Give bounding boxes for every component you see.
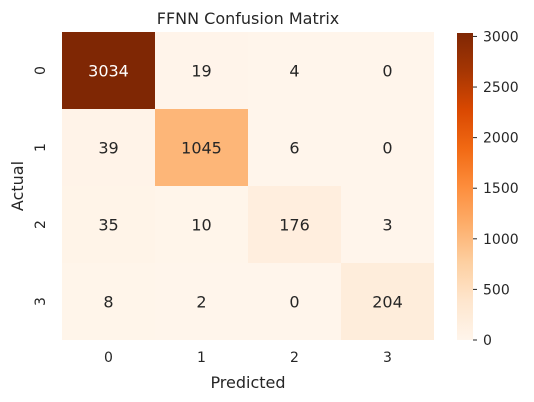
x-tick-label: 3: [383, 350, 392, 366]
heatmap-cell: [248, 263, 341, 340]
colorbar: [457, 33, 473, 340]
heatmap-cell: [155, 109, 248, 186]
heatmap-cell: [341, 186, 434, 263]
cell-value-label: 0: [289, 293, 299, 312]
cell-value-label: 3034: [88, 62, 129, 81]
heatmap-cell: [341, 32, 434, 109]
cell-value-label: 6: [289, 139, 299, 158]
heatmap-cell-labels: 3034 19 4 039 1045 6 035 10 176 38 2 0 204: [88, 62, 403, 312]
x-tick-label: 2: [290, 350, 299, 366]
cell-value-label: 3: [382, 216, 392, 235]
cell-value-label: 39: [98, 139, 118, 158]
y-tick-label: 2: [33, 220, 49, 229]
heatmap-cell: [155, 32, 248, 109]
heatmap-cell: [62, 186, 155, 263]
x-axis-ticks: 0 1 2 3: [104, 350, 392, 366]
cell-value-label: 8: [103, 293, 113, 312]
x-axis-label: Predicted: [210, 373, 285, 392]
heatmap-cell: [62, 263, 155, 340]
colorbar-ticks: 0 500 1000 1500 2000 2500 3000: [473, 29, 519, 349]
colorbar-tick-label: 3000: [483, 29, 519, 45]
heatmap-cell: [248, 109, 341, 186]
y-tick-label: 0: [33, 66, 49, 75]
colorbar-tick-label: 2000: [483, 131, 519, 147]
cell-value-label: 4: [289, 62, 299, 81]
heatmap-cell: [155, 263, 248, 340]
cell-value-label: 35: [98, 216, 118, 235]
heatmap-cell: [341, 109, 434, 186]
colorbar-tick-label: 1500: [483, 181, 519, 197]
cell-value-label: 2: [196, 293, 206, 312]
heatmap-cells: [62, 32, 434, 340]
heatmap-cell: [62, 109, 155, 186]
chart-title: FFNN Confusion Matrix: [157, 9, 339, 28]
cell-value-label: 176: [279, 216, 310, 235]
x-tick-label: 0: [104, 350, 113, 366]
heatmap-cell: [248, 32, 341, 109]
colorbar-tick-label: 0: [483, 333, 492, 349]
cell-value-label: 204: [372, 293, 403, 312]
y-axis-ticks: 0 1 2 3: [33, 66, 49, 306]
cell-value-label: 1045: [181, 139, 222, 158]
cell-value-label: 10: [191, 216, 211, 235]
heatmap-cell: [155, 186, 248, 263]
heatmap-cell: [341, 263, 434, 340]
y-tick-label: 1: [33, 143, 49, 152]
colorbar-tick-label: 1000: [483, 232, 519, 248]
cell-value-label: 19: [191, 62, 211, 81]
cell-value-label: 0: [382, 139, 392, 158]
x-tick-label: 1: [197, 350, 206, 366]
cell-value-label: 0: [382, 62, 392, 81]
colorbar-tick-label: 500: [483, 282, 510, 298]
colorbar-tick-label: 2500: [483, 80, 519, 96]
y-tick-label: 3: [33, 297, 49, 306]
heatmap-cell: [62, 32, 155, 109]
y-axis-label: Actual: [8, 161, 27, 211]
heatmap-cell: [248, 186, 341, 263]
